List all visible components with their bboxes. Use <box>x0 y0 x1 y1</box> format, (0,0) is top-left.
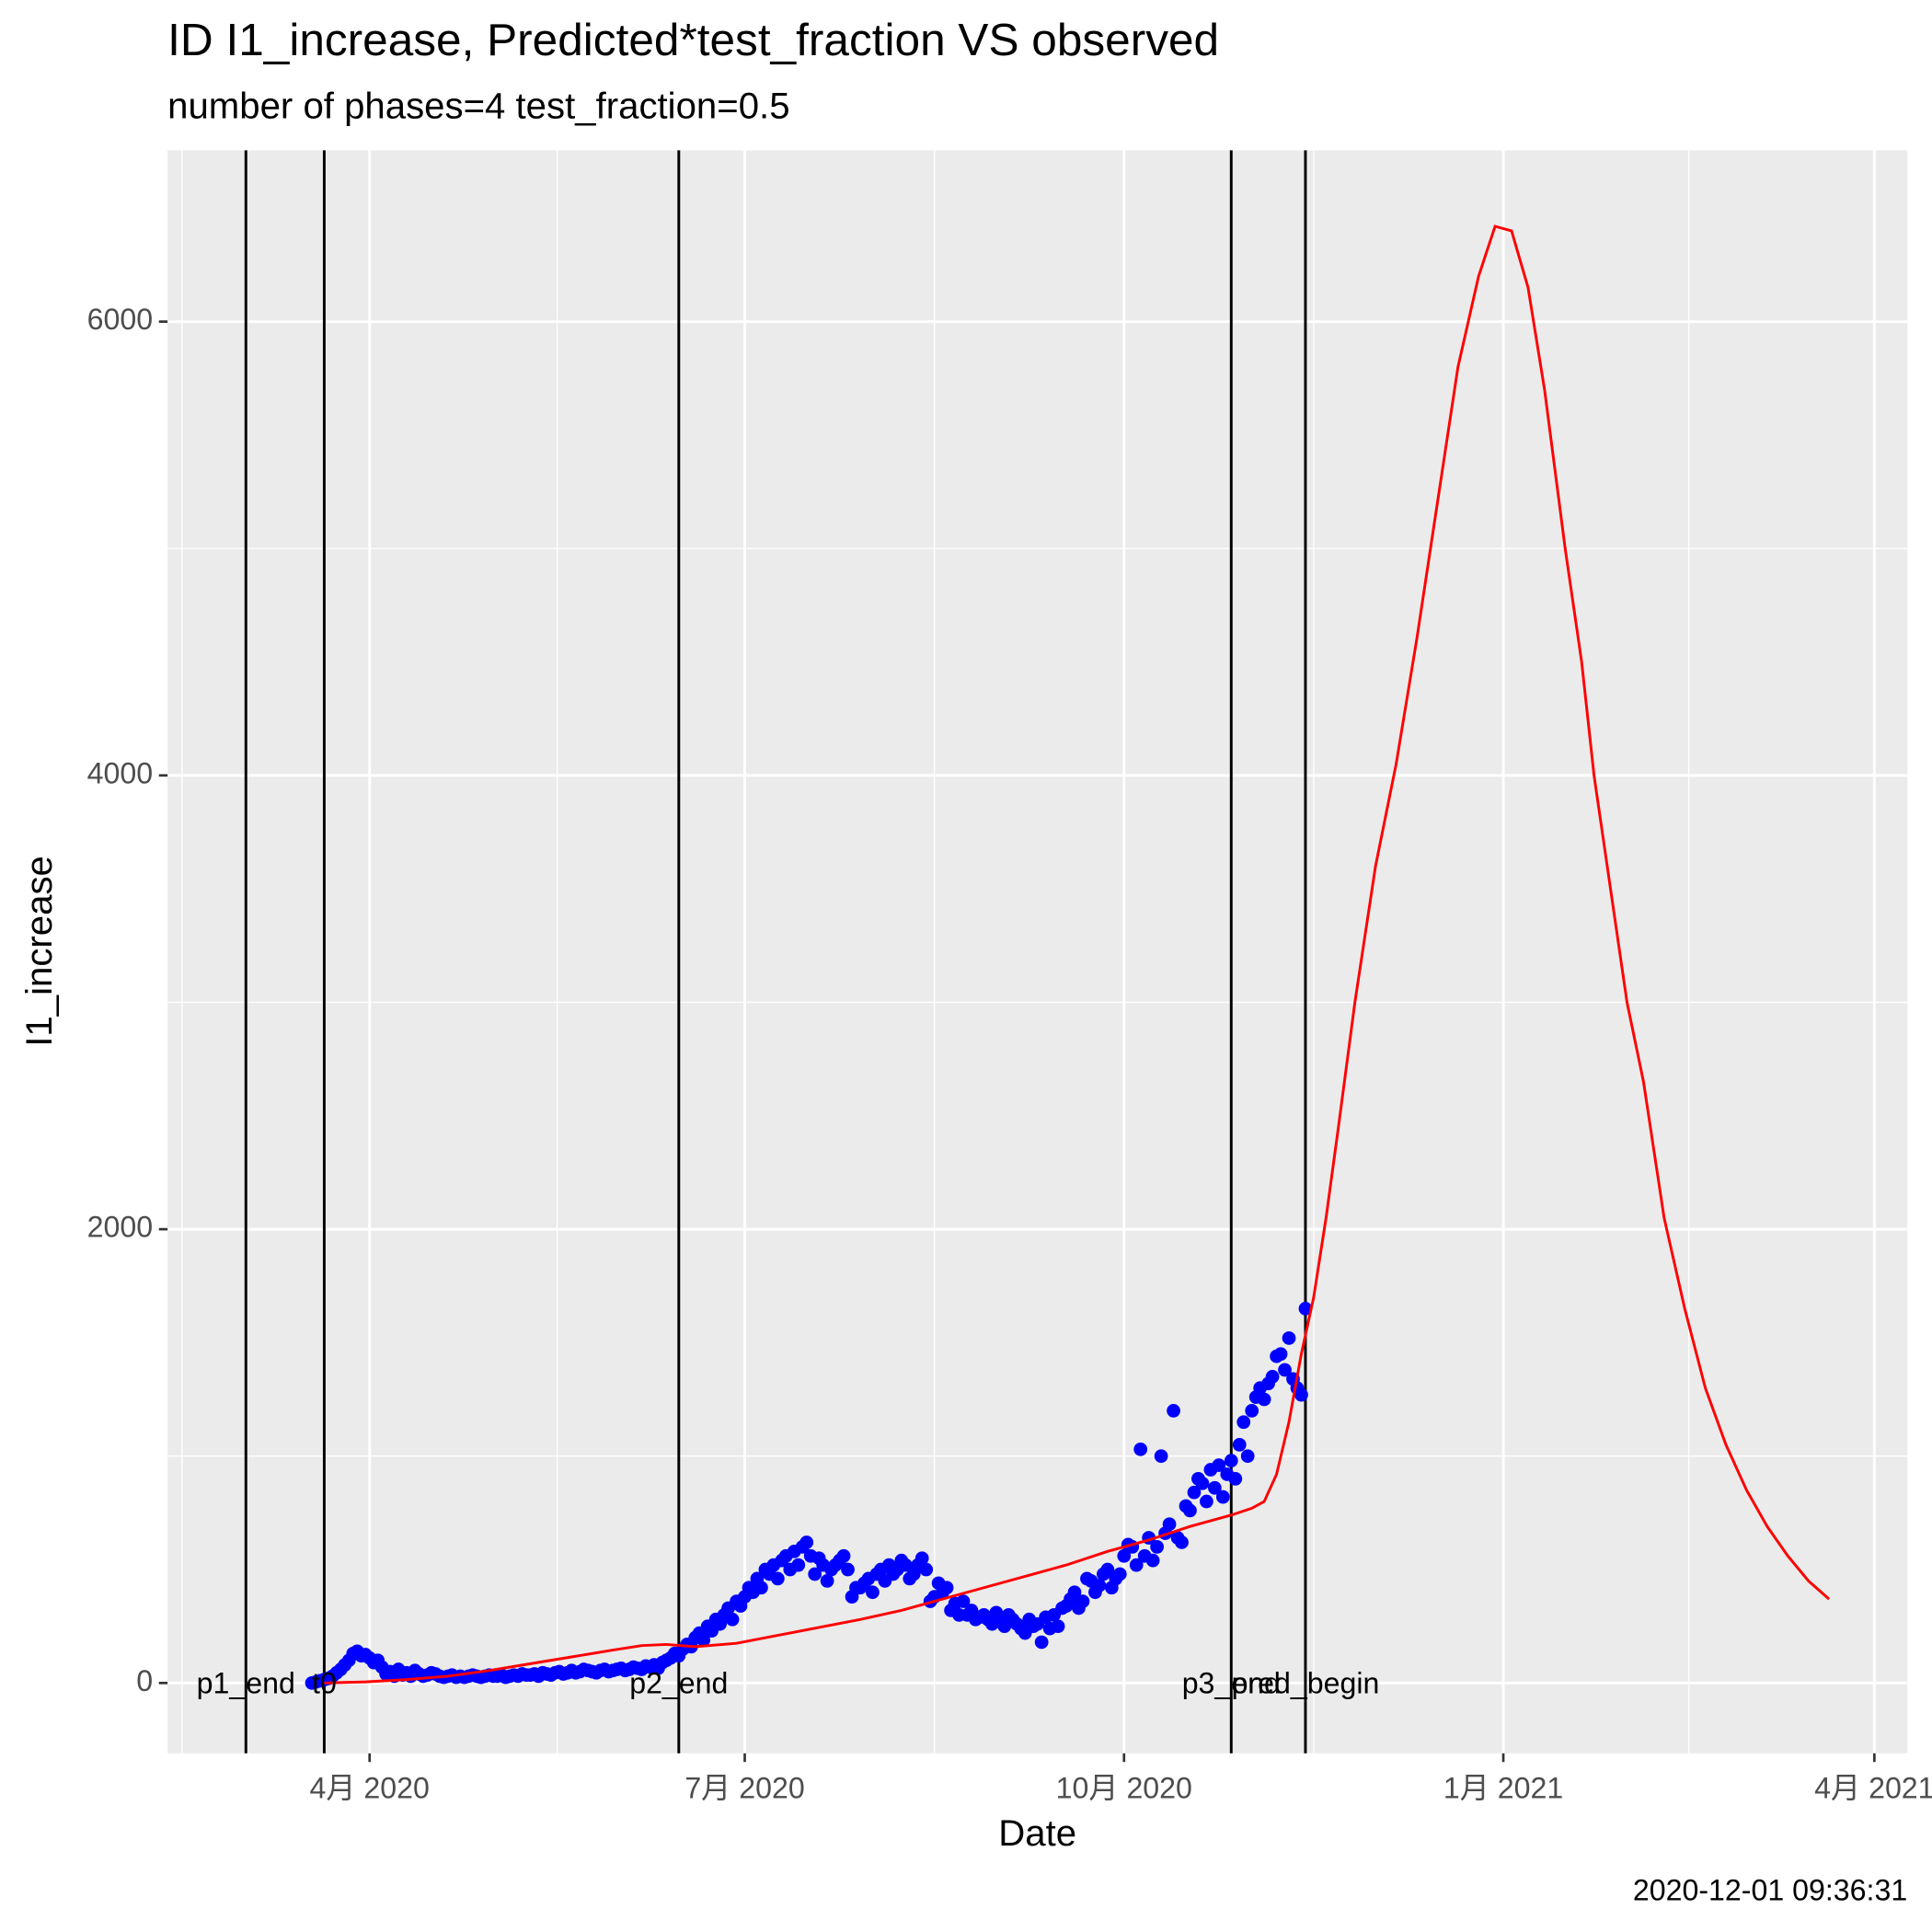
point <box>1294 1387 1308 1402</box>
point <box>1145 1553 1160 1568</box>
caption: 2020-12-01 09:36:31 <box>1633 1874 1907 1907</box>
point <box>1129 1558 1144 1572</box>
y-tick-label: 0 <box>136 1664 153 1697</box>
y-tick-label: 2000 <box>87 1211 153 1244</box>
point <box>1236 1415 1251 1430</box>
point <box>725 1612 740 1627</box>
point <box>1154 1449 1168 1464</box>
point <box>820 1574 834 1588</box>
point <box>1067 1585 1082 1600</box>
phase-label: p2_end <box>629 1667 728 1700</box>
y-tick-label: 6000 <box>87 303 153 336</box>
point <box>866 1585 880 1600</box>
y-tick-label: 4000 <box>87 756 153 789</box>
line <box>324 224 1831 1685</box>
point <box>898 1558 913 1572</box>
point <box>1187 1485 1202 1500</box>
point <box>1200 1494 1213 1509</box>
x-tick-label: 1月 2021 <box>1443 1771 1563 1804</box>
chart-subtitle: number of phases=4 test_fraction=0.5 <box>167 85 789 126</box>
point <box>1215 1489 1230 1504</box>
phase-label: t0 <box>312 1667 337 1700</box>
point <box>1092 1578 1107 1593</box>
point <box>939 1581 954 1595</box>
point <box>1162 1517 1177 1532</box>
x-tick-label: 10月 2020 <box>1056 1771 1192 1804</box>
phase-label: p3_end <box>1182 1667 1281 1700</box>
point <box>1257 1392 1271 1407</box>
phase-label: p1_end <box>197 1667 295 1700</box>
point <box>1208 1480 1222 1495</box>
point <box>841 1562 855 1577</box>
x-tick-label: 4月 2020 <box>310 1771 430 1804</box>
chart-title: ID I1_increase, Predicted*test_fraction … <box>167 14 1219 65</box>
point <box>1240 1449 1255 1464</box>
point <box>1245 1404 1259 1418</box>
point <box>1273 1347 1288 1362</box>
point <box>1195 1476 1210 1490</box>
point <box>1232 1438 1247 1452</box>
point <box>836 1548 851 1563</box>
point <box>1051 1619 1065 1634</box>
point <box>1075 1594 1090 1608</box>
point <box>1167 1404 1180 1418</box>
point <box>1034 1635 1049 1650</box>
point <box>1133 1442 1148 1456</box>
grid <box>167 150 1908 1754</box>
point <box>1112 1567 1127 1581</box>
point <box>1265 1370 1280 1384</box>
point <box>1228 1472 1243 1486</box>
x-tick-label: 7月 2020 <box>684 1771 804 1804</box>
point <box>919 1562 934 1577</box>
x-axis-title: Date <box>998 1812 1076 1854</box>
point <box>1150 1540 1164 1554</box>
point <box>754 1581 768 1595</box>
point <box>1298 1302 1313 1316</box>
phase-label: pred_begin <box>1232 1667 1380 1700</box>
point <box>696 1633 711 1647</box>
point <box>799 1535 814 1549</box>
point <box>791 1558 806 1572</box>
point <box>1224 1454 1238 1468</box>
point <box>956 1594 971 1608</box>
marks <box>244 150 1831 1754</box>
point <box>1100 1562 1115 1577</box>
point <box>1282 1331 1296 1345</box>
x-tick-label: 4月 2021 <box>1814 1771 1932 1804</box>
point <box>914 1551 929 1566</box>
y-axis-title: I1_increase <box>18 856 60 1047</box>
point <box>1183 1503 1197 1518</box>
point <box>770 1571 785 1586</box>
point <box>1212 1458 1226 1472</box>
point <box>1278 1363 1292 1377</box>
point <box>808 1567 822 1581</box>
point <box>1117 1548 1132 1563</box>
point <box>1175 1535 1189 1549</box>
panel <box>167 150 1908 1754</box>
